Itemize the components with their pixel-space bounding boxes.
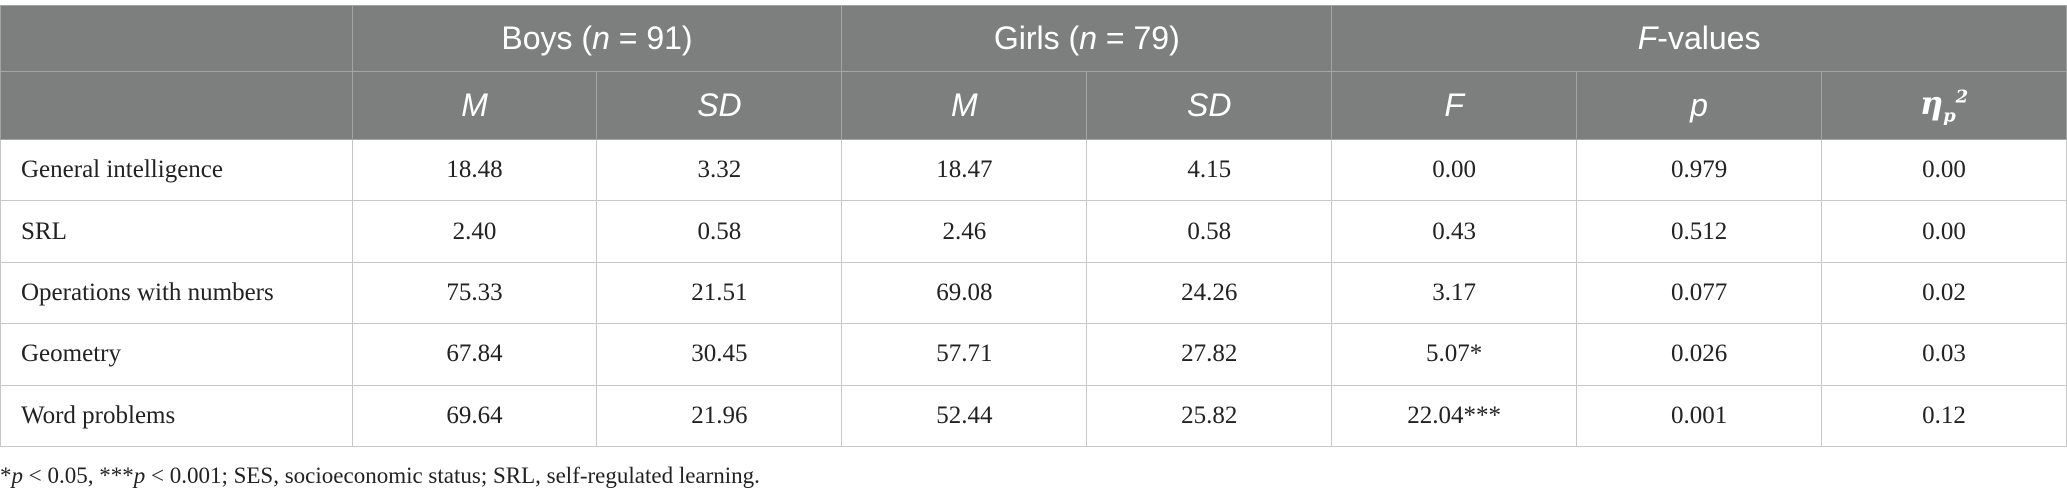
subheader-p: p	[1576, 71, 1823, 140]
footnote-text-1: < 0.05, ***	[23, 463, 134, 488]
cell-f: 0.43	[1331, 200, 1578, 263]
table-row: Word problems 69.64 21.96 52.44 25.82 22…	[0, 384, 2067, 447]
cell-boys-m: 69.64	[351, 384, 598, 447]
footnote-p-var: p	[11, 463, 24, 488]
fvalues-label: -values	[1657, 20, 1761, 56]
row-label: Word problems	[0, 384, 353, 447]
girls-n-var: n	[1079, 20, 1097, 56]
boys-n-var: n	[592, 20, 610, 56]
table-row: Geometry 67.84 30.45 57.71 27.82 5.07* 0…	[0, 323, 2067, 386]
cell-p: 0.026	[1576, 323, 1823, 386]
table-row: Operations with numbers 75.33 21.51 69.0…	[0, 261, 2067, 325]
eta-symbol: ηp2	[1919, 84, 1969, 127]
table-footnote: *p < 0.05, ***p < 0.001; SES, socioecono…	[0, 463, 760, 489]
cell-girls-m: 2.46	[841, 200, 1088, 263]
table-row: General intelligence 18.48 3.32 18.47 4.…	[0, 138, 2067, 202]
row-label: Geometry	[0, 323, 353, 386]
cell-p: 0.512	[1576, 200, 1823, 263]
cell-girls-m: 57.71	[841, 323, 1088, 386]
subheader-girls-sd: SD	[1086, 71, 1333, 140]
cell-p: 0.001	[1576, 384, 1823, 447]
boys-label: Boys (	[501, 20, 593, 56]
eta-subscript: p	[1943, 105, 1956, 127]
girls-n-value: = 79)	[1097, 20, 1180, 56]
cell-boys-m: 67.84	[351, 323, 598, 386]
subheader-boys-sd: SD	[596, 71, 843, 140]
cell-eta: 0.00	[1821, 200, 2067, 263]
cell-girls-m: 52.44	[841, 384, 1088, 447]
footnote-text-2: < 0.001; SES, socioeconomic status; SRL,…	[145, 463, 760, 488]
cell-boys-m: 18.48	[351, 138, 598, 202]
row-label: Operations with numbers	[0, 261, 353, 325]
subheader-eta: ηp2	[1821, 71, 2067, 140]
cell-girls-sd: 0.58	[1086, 200, 1333, 263]
header-blank-cell	[0, 5, 353, 72]
row-label: SRL	[0, 200, 353, 263]
cell-girls-m: 69.08	[841, 261, 1088, 325]
header-f-values: F-values	[1331, 5, 2067, 72]
table-header-group-row: Boys (n = 91) Girls (n = 79) F-values	[0, 5, 2067, 72]
cell-girls-m: 18.47	[841, 138, 1088, 202]
cell-eta: 0.12	[1821, 384, 2067, 447]
subheader-boys-m: M	[351, 71, 598, 140]
cell-girls-sd: 4.15	[1086, 138, 1333, 202]
table-header-sub-row: M SD M SD F p ηp2	[0, 71, 2067, 140]
cell-boys-m: 75.33	[351, 261, 598, 325]
cell-f: 3.17	[1331, 261, 1578, 325]
cell-f: 5.07*	[1331, 323, 1578, 386]
cell-eta: 0.00	[1821, 138, 2067, 202]
cell-eta: 0.02	[1821, 261, 2067, 325]
girls-label: Girls (	[993, 20, 1080, 56]
cell-girls-sd: 27.82	[1086, 323, 1333, 386]
cell-f: 22.04***	[1331, 384, 1578, 447]
cell-boys-sd: 21.96	[596, 384, 843, 447]
subheader-f: F	[1331, 71, 1578, 140]
cell-boys-sd: 21.51	[596, 261, 843, 325]
cell-boys-sd: 3.32	[596, 138, 843, 202]
cell-boys-sd: 0.58	[596, 200, 843, 263]
fvalues-var: F	[1637, 20, 1658, 56]
header-boys: Boys (n = 91)	[351, 5, 843, 72]
row-label: General intelligence	[0, 138, 353, 202]
results-table: Boys (n = 91) Girls (n = 79) F-values M …	[0, 5, 2067, 447]
cell-girls-sd: 24.26	[1086, 261, 1333, 325]
footnote-p-var: p	[133, 463, 146, 488]
cell-p: 0.979	[1576, 138, 1823, 202]
footnote-marker: *	[0, 463, 12, 488]
cell-girls-sd: 25.82	[1086, 384, 1333, 447]
cell-boys-m: 2.40	[351, 200, 598, 263]
table-row: SRL 2.40 0.58 2.46 0.58 0.43 0.512 0.00	[0, 200, 2067, 263]
cell-eta: 0.03	[1821, 323, 2067, 386]
boys-n-value: = 91)	[609, 20, 693, 56]
eta-superscript: 2	[1955, 86, 1969, 108]
cell-boys-sd: 30.45	[596, 323, 843, 386]
cell-f: 0.00	[1331, 138, 1578, 202]
cell-p: 0.077	[1576, 261, 1823, 325]
subheader-blank-cell	[0, 71, 353, 140]
subheader-girls-m: M	[841, 71, 1088, 140]
header-girls: Girls (n = 79)	[841, 5, 1333, 72]
